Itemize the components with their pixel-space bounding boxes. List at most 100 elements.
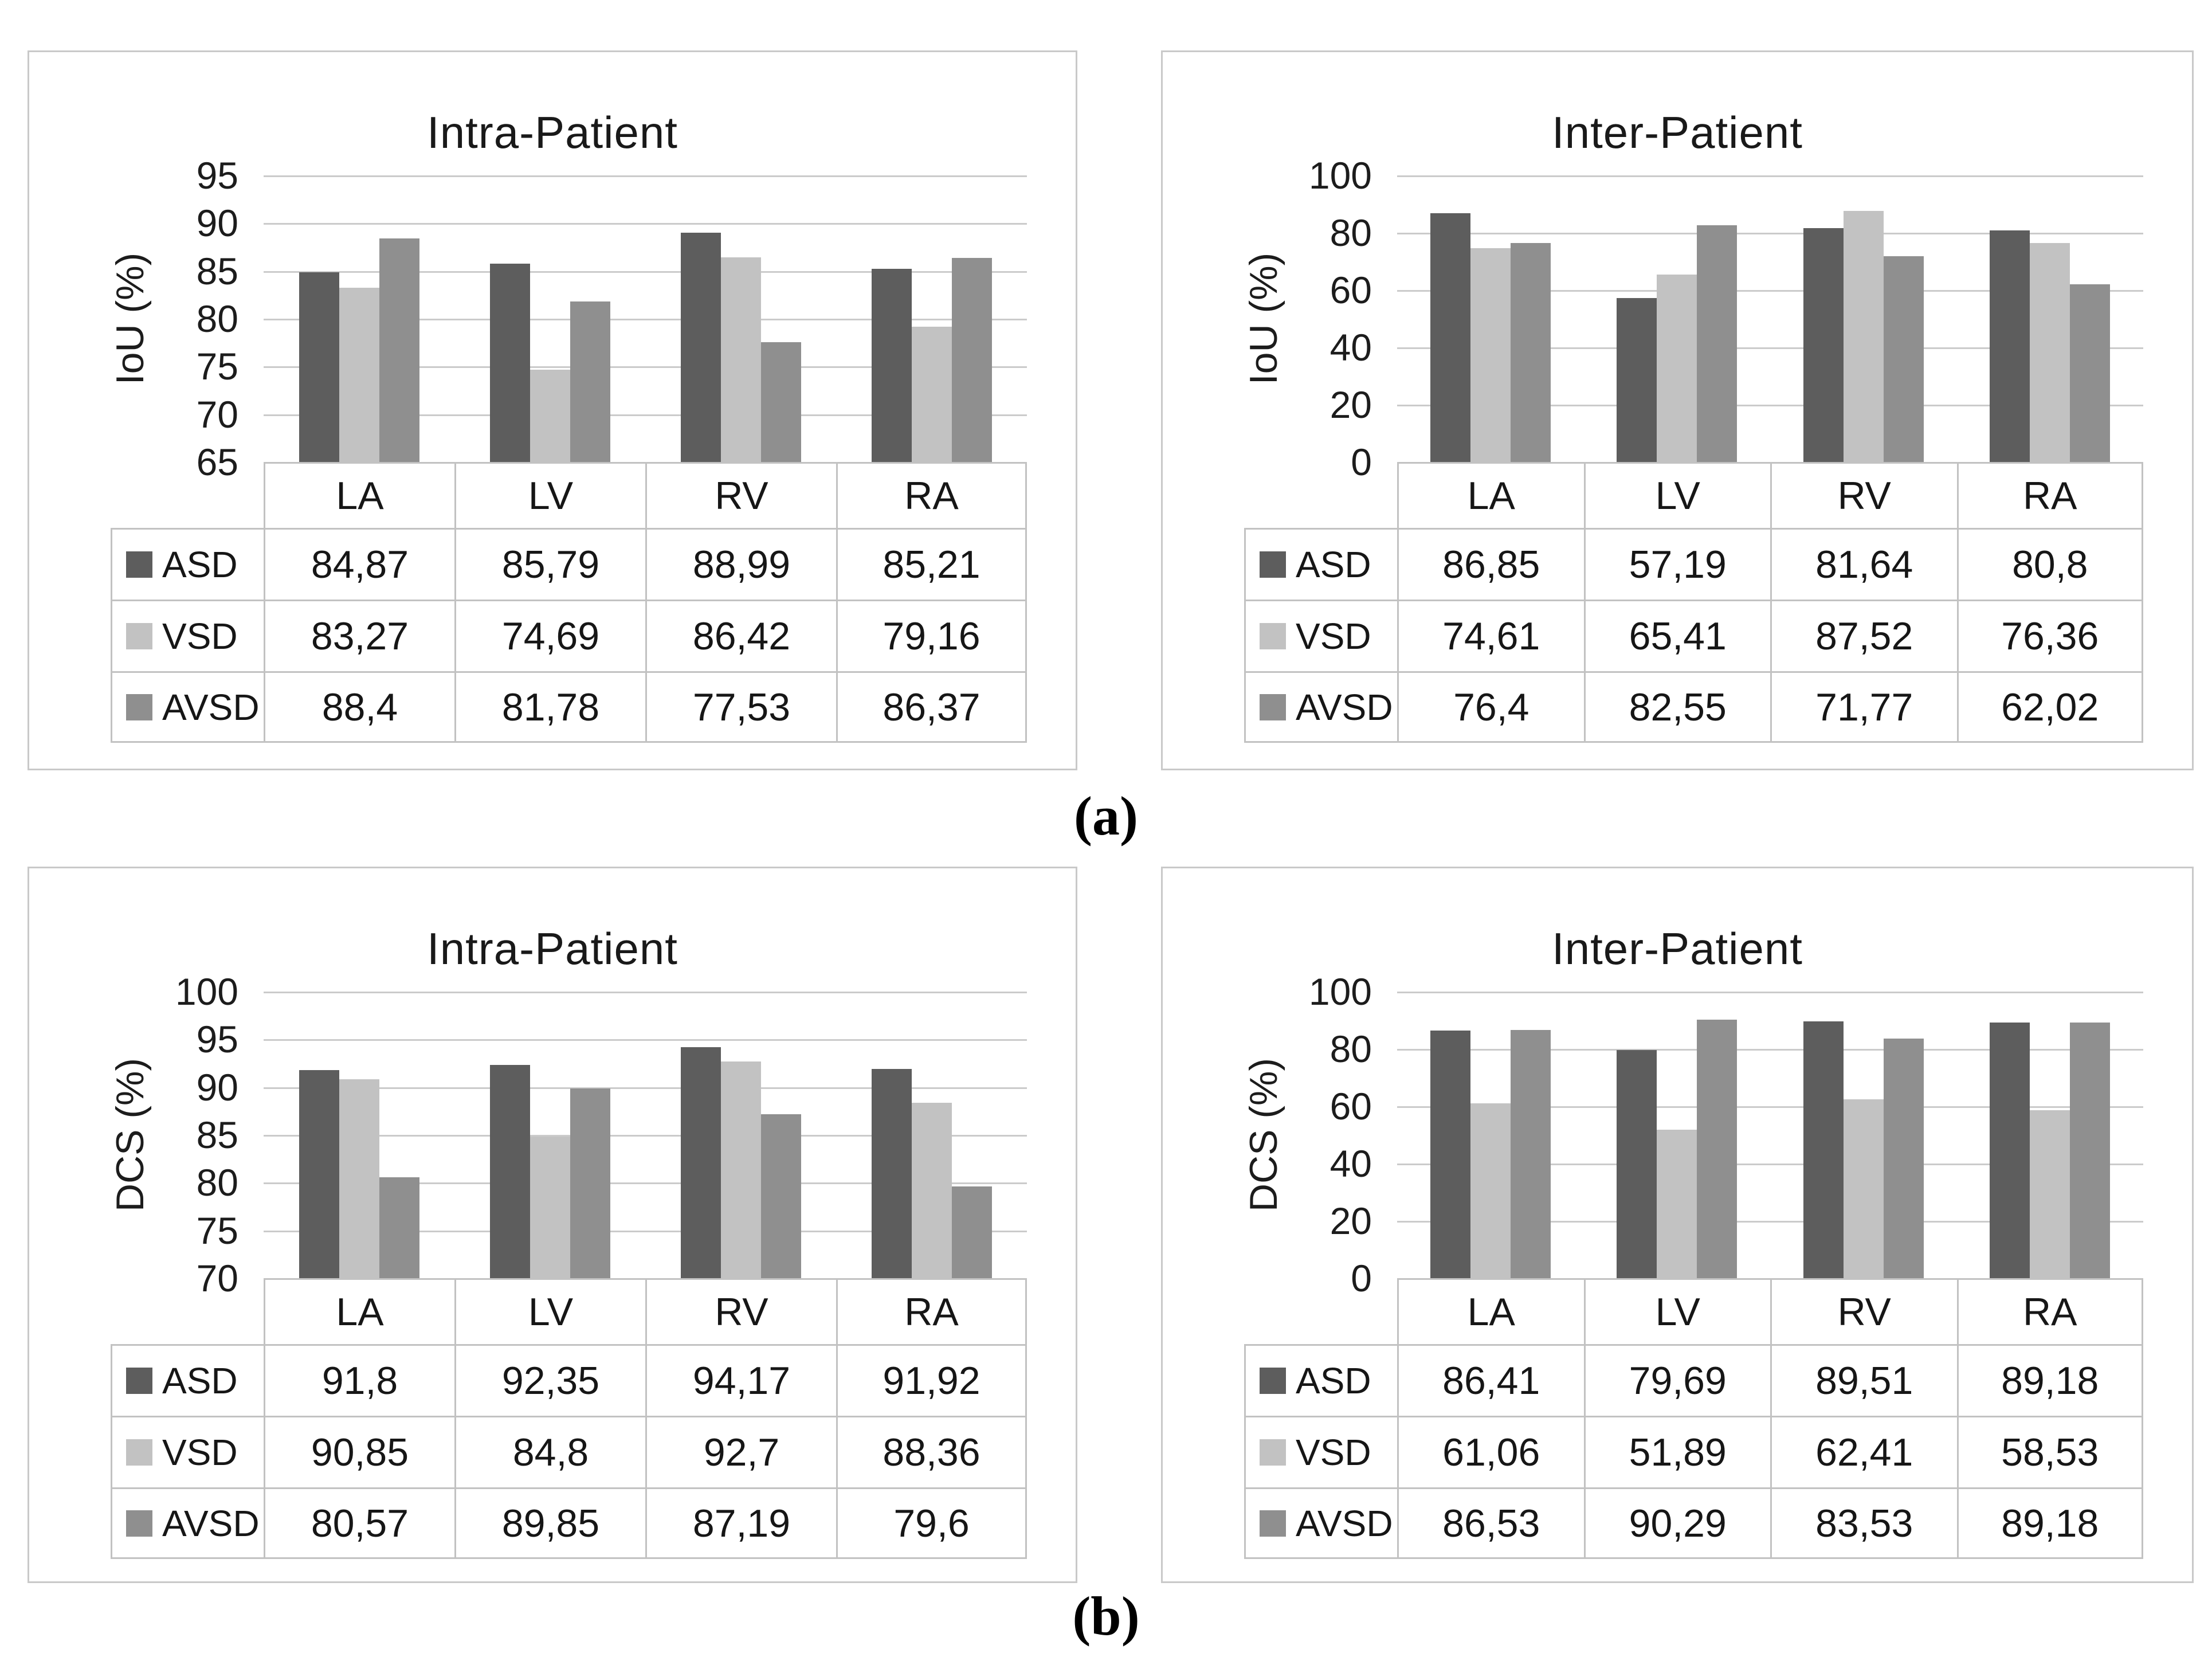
legend-swatch-avsd xyxy=(126,694,152,720)
value-cell-vsd-rv: 92,7 xyxy=(645,1416,836,1487)
panel-iou-inter-patient: Inter-Patient IoU (%) 100 80 60 40 20 0 LA LV RV RA… xyxy=(1161,50,2194,770)
y-axis-tick: 80 xyxy=(1329,211,1372,254)
value-cell-asd-ra: 85,21 xyxy=(836,528,1027,600)
column-header-rv: RV xyxy=(1770,1278,1957,1344)
bar-group-lv xyxy=(1584,175,1771,462)
series-label: AVSD xyxy=(1296,686,1393,728)
panel-title: Intra-Patient xyxy=(427,107,678,158)
y-axis-tick: 90 xyxy=(196,202,238,245)
y-axis-tick: 40 xyxy=(1329,326,1372,369)
gridline xyxy=(264,1039,1027,1041)
value-cell-avsd-rv: 71,77 xyxy=(1770,671,1957,743)
value-cell-vsd-rv: 86,42 xyxy=(645,600,836,671)
legend-cell-vsd: VSD xyxy=(1244,600,1397,671)
bars xyxy=(1430,992,1551,1278)
bar-group-rv xyxy=(1770,992,1957,1278)
gridline xyxy=(1397,1106,2143,1108)
bar-avsd-la xyxy=(1510,243,1551,462)
gridline xyxy=(264,1135,1027,1137)
value-cell-avsd-rv: 83,53 xyxy=(1770,1487,1957,1559)
panel-title: Inter-Patient xyxy=(1552,923,1803,974)
y-axis-tick: 100 xyxy=(175,970,238,1013)
value-cell-avsd-ra: 62,02 xyxy=(1956,671,2143,743)
legend-swatch-avsd xyxy=(126,1510,152,1537)
bar-groups xyxy=(264,992,1027,1278)
bar-groups xyxy=(264,175,1027,462)
value-cell-avsd-ra: 79,6 xyxy=(836,1487,1027,1559)
y-axis-tick: 75 xyxy=(196,345,238,388)
bar-vsd-la xyxy=(339,1079,379,1278)
legend-swatch-asd xyxy=(1260,551,1286,578)
bars xyxy=(1617,175,1738,462)
bar-avsd-lv xyxy=(570,1088,610,1278)
value-cell-avsd-lv: 90,29 xyxy=(1583,1487,1770,1559)
bar-asd-la xyxy=(1430,213,1470,462)
bar-avsd-rv xyxy=(1883,256,1924,462)
bar-vsd-la xyxy=(339,287,379,462)
value-cell-avsd-la: 76,4 xyxy=(1397,671,1584,743)
gridline xyxy=(1397,992,2143,993)
bar-vsd-lv xyxy=(1657,1129,1697,1278)
chart-and-table: 100 95 90 85 80 75 70 LA LV RV RA ASD 91,8 92,35 94,17… xyxy=(111,970,1027,1559)
value-cell-avsd-la: 88,4 xyxy=(264,671,454,743)
bar-vsd-rv xyxy=(1843,1099,1884,1278)
series-label: AVSD xyxy=(162,686,260,728)
legend-cell-avsd: AVSD xyxy=(111,671,264,743)
bars xyxy=(871,175,992,462)
bar-avsd-rv xyxy=(760,342,801,462)
y-axis-tick: 20 xyxy=(1329,1200,1372,1242)
bar-avsd-ra xyxy=(951,257,992,462)
bars xyxy=(299,992,419,1278)
legend-swatch-vsd xyxy=(126,623,152,649)
gridline xyxy=(264,175,1027,177)
column-header-ra: RA xyxy=(1956,462,2143,528)
value-cell-avsd-ra: 86,37 xyxy=(836,671,1027,743)
y-axis-tick: 0 xyxy=(1351,1257,1372,1299)
gridline xyxy=(264,1182,1027,1185)
legend-cell-vsd: VSD xyxy=(1244,1416,1397,1487)
bar-asd-ra xyxy=(1990,230,2030,462)
bar-avsd-la xyxy=(379,1177,419,1278)
column-header-lv: LV xyxy=(1583,462,1770,528)
value-cell-avsd-lv: 89,85 xyxy=(454,1487,645,1559)
chart-and-table: 95 90 85 80 75 70 65 LA LV RV RA ASD 84,87 85,79 88,99… xyxy=(111,154,1027,743)
value-cell-vsd-ra: 76,36 xyxy=(1956,600,2143,671)
value-cell-vsd-ra: 88,36 xyxy=(836,1416,1027,1487)
series-label: VSD xyxy=(1296,616,1371,657)
column-header-lv: LV xyxy=(454,1278,645,1344)
bar-avsd-lv xyxy=(570,301,610,462)
bar-asd-ra xyxy=(871,1068,912,1278)
bar-asd-lv xyxy=(1617,1049,1657,1278)
bar-group-lv xyxy=(1584,992,1771,1278)
y-axis-tick: 95 xyxy=(196,1018,238,1061)
value-cell-avsd-la: 80,57 xyxy=(264,1487,454,1559)
bar-vsd-lv xyxy=(530,1137,570,1278)
gridline xyxy=(264,366,1027,369)
legend-cell-vsd: VSD xyxy=(111,600,264,671)
table-corner-spacer xyxy=(111,462,264,528)
panel-title: Intra-Patient xyxy=(427,923,678,974)
bar-group-rv xyxy=(645,175,836,462)
column-header-la: LA xyxy=(264,1278,454,1344)
y-axis-tick: 100 xyxy=(1308,970,1372,1013)
y-axis-tick: 20 xyxy=(1329,383,1372,426)
bar-group-lv xyxy=(454,992,645,1278)
bar-group-rv xyxy=(645,992,836,1278)
bar-avsd-ra xyxy=(2070,1023,2111,1278)
gridline xyxy=(1397,347,2143,349)
bars xyxy=(1803,992,1924,1278)
series-label: ASD xyxy=(1296,1360,1371,1401)
y-axis-tick: 40 xyxy=(1329,1142,1372,1185)
column-header-ra: RA xyxy=(836,462,1027,528)
plot-area: 100 80 60 40 20 0 xyxy=(1309,970,2143,1299)
legend-cell-avsd: AVSD xyxy=(1244,671,1397,743)
panel-title: Inter-Patient xyxy=(1552,107,1803,158)
bar-avsd-lv xyxy=(1697,225,1738,462)
bars xyxy=(1430,175,1551,462)
bars xyxy=(1803,175,1924,462)
bar-group-lv xyxy=(454,175,645,462)
bar-asd-rv xyxy=(1803,228,1844,462)
value-cell-asd-ra: 89,18 xyxy=(1956,1344,2143,1416)
value-cell-vsd-la: 61,06 xyxy=(1397,1416,1584,1487)
bar-asd-ra xyxy=(871,269,912,462)
